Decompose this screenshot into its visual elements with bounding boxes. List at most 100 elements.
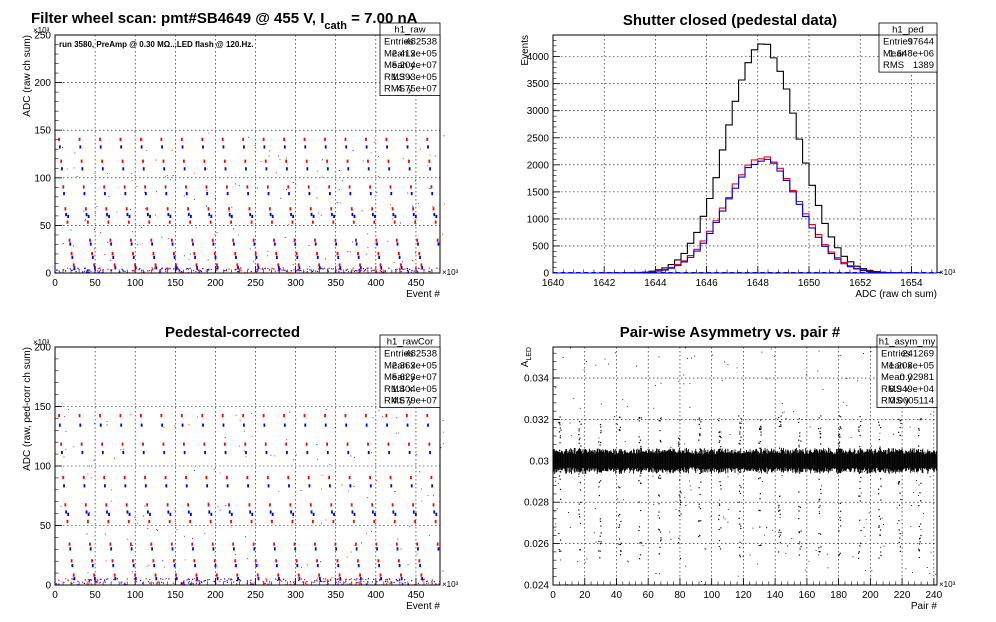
y-axis-label-sub: LED [526, 347, 533, 361]
data-point [684, 496, 686, 498]
data-point [284, 583, 286, 586]
data-point [304, 582, 307, 584]
data-point [599, 518, 601, 520]
data-point [298, 266, 301, 270]
data-point [353, 578, 356, 581]
data-point [208, 132, 210, 134]
x-tick-label: 450 [408, 590, 425, 601]
data-point [286, 189, 287, 191]
data-point [63, 269, 65, 271]
data-point [930, 551, 932, 553]
data-point [282, 269, 284, 271]
data-point [920, 529, 922, 531]
data-point [678, 450, 680, 452]
data-point [234, 251, 237, 256]
data-point [283, 137, 285, 141]
data-point [367, 271, 369, 273]
data-point [338, 269, 340, 271]
data-point [429, 450, 431, 455]
data-point [758, 544, 760, 547]
data-point [919, 537, 921, 539]
data-point [428, 270, 430, 272]
data-point [94, 213, 96, 215]
data-point [88, 579, 91, 581]
data-point [658, 503, 660, 505]
data-point [618, 543, 620, 546]
data-point [568, 512, 569, 513]
data-point [779, 517, 781, 518]
data-point [864, 535, 866, 537]
data-point [95, 580, 98, 582]
data-point [110, 500, 112, 502]
data-point [109, 238, 112, 242]
data-point [255, 563, 258, 568]
data-point [175, 263, 177, 267]
data-point [121, 442, 124, 446]
data-point [267, 484, 270, 488]
data-point [422, 579, 424, 582]
data-point [172, 175, 174, 176]
data-point [572, 463, 574, 465]
data-point [79, 145, 82, 149]
data-point [739, 556, 741, 558]
data-point [759, 443, 761, 445]
data-point [257, 577, 260, 581]
data-point [800, 546, 802, 548]
data-point [658, 356, 660, 358]
data-point [935, 573, 937, 575]
data-point [394, 271, 397, 274]
data-point [794, 468, 796, 470]
data-point [255, 271, 257, 273]
data-point [318, 268, 320, 270]
data-point [279, 158, 281, 160]
data-point [840, 427, 842, 429]
data-point [619, 426, 621, 429]
data-point [397, 251, 400, 256]
chart-title: Pair-wise Asymmetry vs. pair # [620, 324, 841, 341]
data-point [312, 512, 315, 516]
data-point [407, 442, 410, 446]
data-point [640, 483, 642, 485]
data-point [373, 269, 375, 271]
data-point [578, 458, 580, 460]
data-point [356, 270, 358, 272]
data-point [113, 573, 116, 577]
data-point [149, 512, 151, 516]
data-point [254, 145, 256, 147]
data-point [155, 159, 157, 161]
data-point [818, 478, 820, 480]
chart-title: Pedestal-corrected [165, 324, 300, 341]
data-point [68, 542, 71, 546]
data-point [254, 268, 257, 270]
data-point [719, 456, 721, 458]
data-point [388, 167, 391, 171]
data-point [251, 214, 254, 219]
data-point [614, 352, 616, 354]
data-point [700, 481, 702, 483]
data-point [350, 578, 352, 580]
data-point [102, 268, 104, 271]
data-point [63, 243, 65, 245]
data-point [626, 560, 628, 562]
data-point [249, 581, 252, 584]
data-point [164, 185, 167, 189]
data-point [74, 152, 76, 154]
data-point [369, 484, 372, 488]
data-point [883, 545, 885, 547]
data-point [353, 270, 356, 272]
x-axis-label: Event # [406, 289, 440, 300]
data-point [169, 267, 171, 269]
data-point [414, 268, 417, 270]
data-point [348, 490, 350, 492]
x-tick-label: 400 [367, 590, 384, 601]
data-point [303, 137, 306, 141]
data-point [880, 460, 882, 462]
data-point [87, 583, 90, 585]
data-point [212, 547, 215, 551]
data-point [404, 582, 406, 584]
data-point [582, 584, 584, 586]
data-point [638, 529, 640, 532]
data-point [727, 521, 729, 523]
data-point [232, 547, 235, 551]
data-point [260, 268, 262, 270]
